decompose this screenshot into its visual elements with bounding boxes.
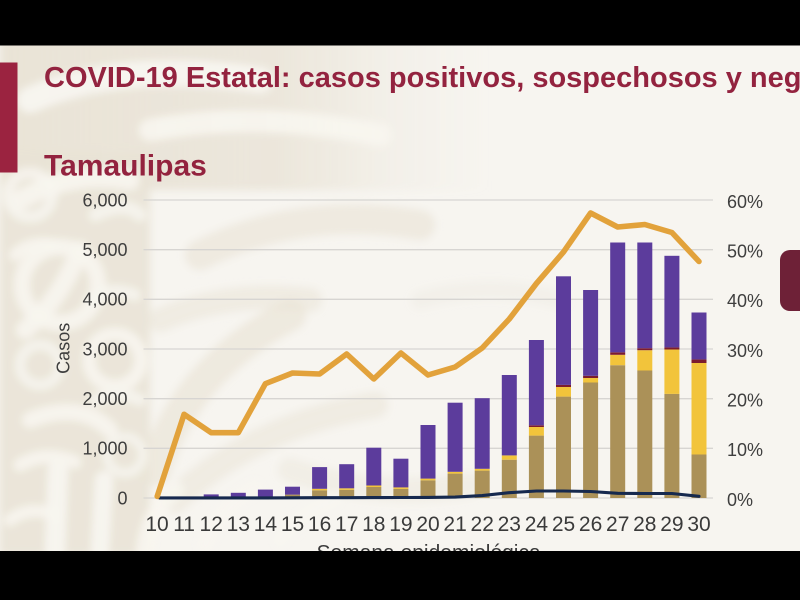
svg-text:2,000: 2,000 [82,389,127,409]
svg-text:19: 19 [389,513,412,536]
svg-text:COVID-19 Estatal: casos positi: COVID-19 Estatal: casos positivos, sospe… [44,62,800,94]
svg-text:0: 0 [117,488,127,508]
svg-text:17: 17 [335,513,358,536]
svg-text:5,000: 5,000 [82,240,127,260]
svg-text:23: 23 [498,513,521,536]
svg-text:30: 30 [687,513,710,536]
svg-text:30%: 30% [727,341,763,361]
svg-text:4,000: 4,000 [82,290,127,310]
svg-text:6,000: 6,000 [82,190,127,210]
svg-text:1,000: 1,000 [82,439,127,459]
svg-text:20%: 20% [727,391,763,411]
svg-text:15: 15 [281,513,304,536]
svg-text:20: 20 [416,513,439,536]
svg-text:40%: 40% [727,291,763,311]
svg-text:25: 25 [552,513,575,536]
svg-text:14: 14 [254,513,278,536]
svg-text:Casos: Casos [54,323,74,374]
svg-text:29: 29 [660,513,683,536]
svg-text:50%: 50% [727,242,763,262]
svg-text:12: 12 [200,513,223,536]
svg-text:13: 13 [227,513,250,536]
svg-text:26: 26 [579,513,602,536]
svg-text:60%: 60% [727,192,763,212]
svg-text:24: 24 [525,513,549,536]
svg-text:22: 22 [471,513,494,536]
svg-text:Tamaulipas: Tamaulipas [44,149,207,182]
svg-text:10: 10 [145,513,168,536]
svg-text:18: 18 [362,513,385,536]
svg-text:27: 27 [606,513,629,536]
svg-text:10%: 10% [727,440,763,460]
svg-text:16: 16 [308,513,331,536]
svg-text:28: 28 [633,513,656,536]
svg-text:11: 11 [173,513,195,536]
svg-text:21: 21 [443,513,466,536]
svg-text:3,000: 3,000 [82,339,127,359]
svg-text:0%: 0% [727,490,753,510]
